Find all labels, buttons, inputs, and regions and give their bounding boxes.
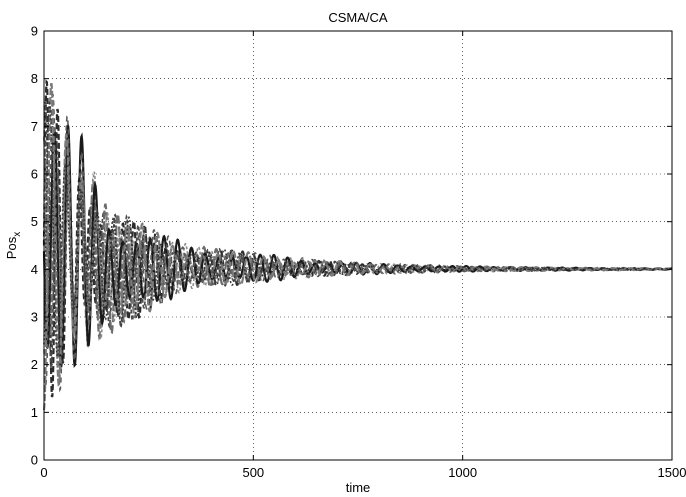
x-tick-label: 500 — [242, 465, 264, 480]
x-tick-label: 0 — [40, 465, 47, 480]
series-line-8 — [43, 100, 673, 360]
y-tick-label: 7 — [31, 119, 38, 134]
y-tick-label: 8 — [31, 71, 38, 86]
x-tick-label: 1000 — [448, 465, 477, 480]
series-line-6 — [43, 94, 673, 393]
chart-title: CSMA/CA — [328, 10, 388, 25]
ticks: 0 500 1000 1500 0 1 2 3 4 5 6 7 8 9 — [31, 24, 686, 481]
y-axis-label: Posx — [4, 232, 23, 259]
plot-frame — [43, 30, 673, 461]
y-tick-label: 2 — [31, 357, 38, 372]
series-line-7 — [42, 83, 673, 411]
x-axis-label: time — [346, 480, 371, 495]
y-tick-label: 6 — [31, 167, 38, 182]
y-tick-label: 0 — [31, 453, 38, 468]
series-layer — [42, 79, 673, 411]
y-tick-label: 1 — [31, 405, 38, 420]
x-tick-label: 1500 — [658, 465, 686, 480]
y-axis-label-main: Pos — [4, 236, 19, 259]
y-axis-label-subscript: x — [12, 232, 23, 237]
grid — [44, 31, 672, 460]
y-tick-label: 3 — [31, 310, 38, 325]
y-tick-label: 5 — [31, 214, 38, 229]
y-tick-label: 9 — [31, 24, 38, 39]
y-tick-label: 4 — [31, 262, 38, 277]
